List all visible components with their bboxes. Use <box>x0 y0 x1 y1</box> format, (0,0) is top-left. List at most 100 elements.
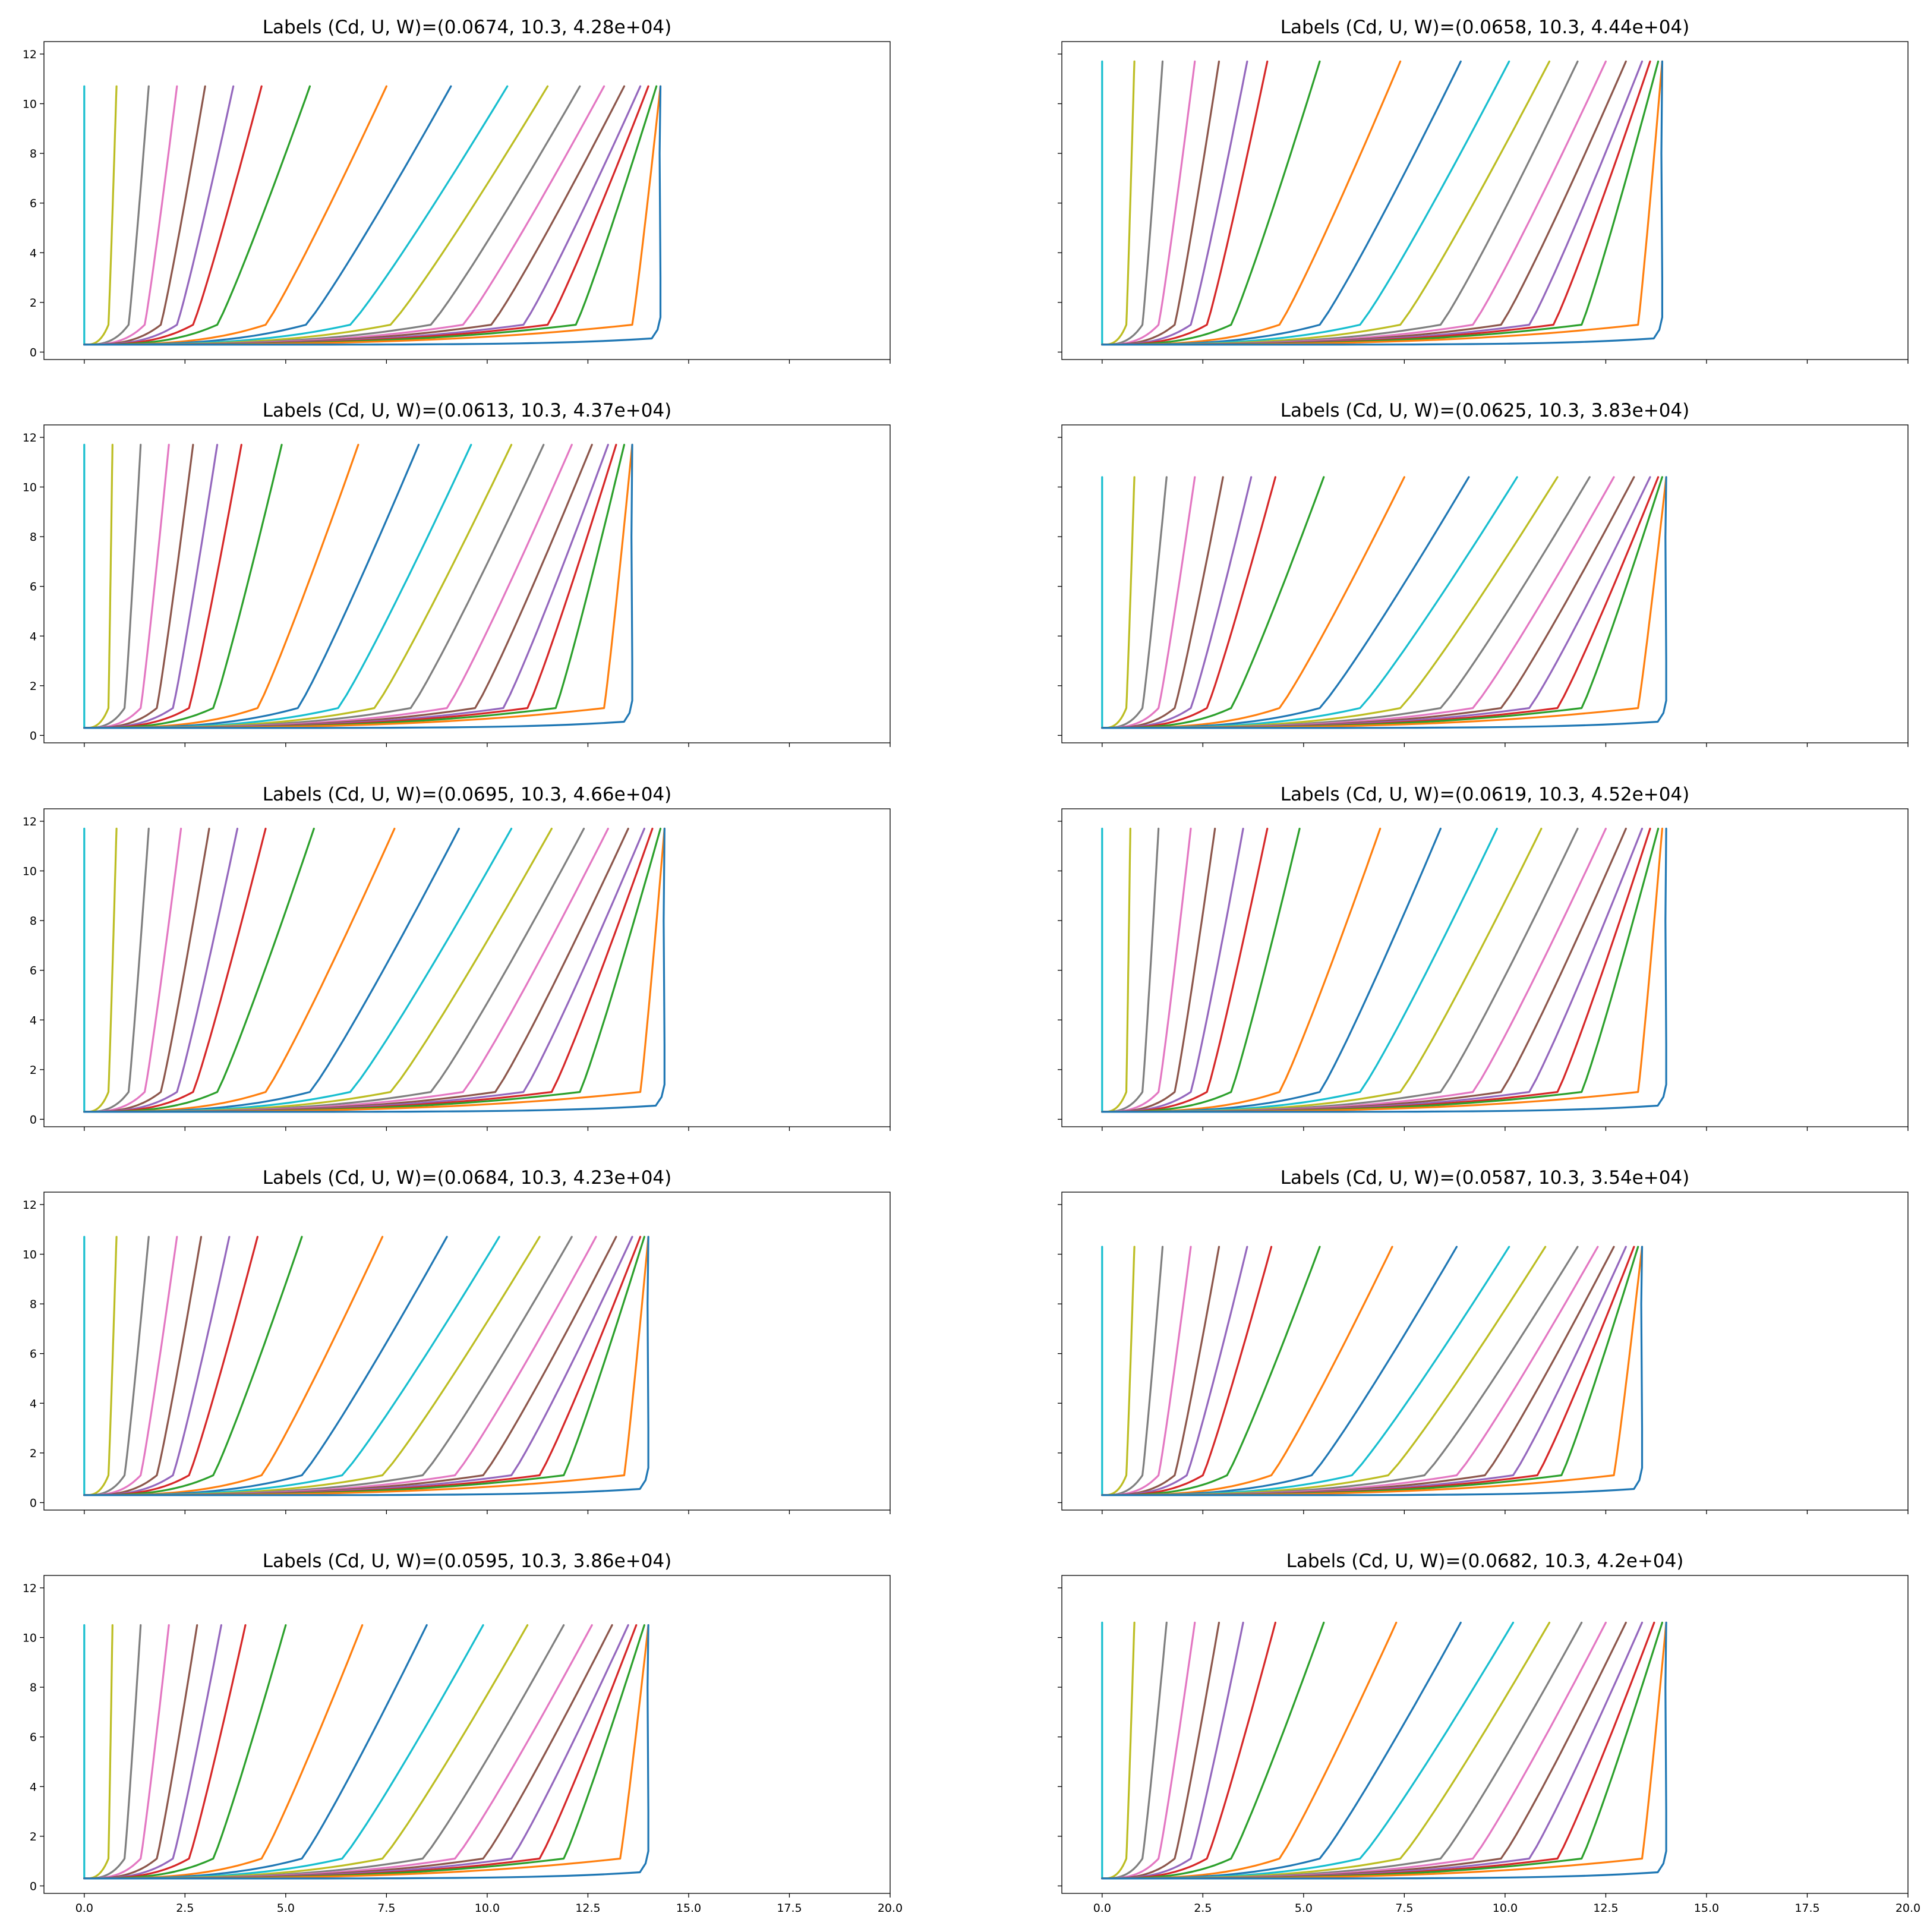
series-line <box>1101 1621 1667 1880</box>
y-tick-label: 10 <box>23 481 37 494</box>
subplot-title: Labels (Cd, U, W)=(0.0619, 10.3, 4.52e+0… <box>1281 784 1690 805</box>
subplot-title: Labels (Cd, U, W)=(0.0658, 10.3, 4.44e+0… <box>1281 17 1690 38</box>
y-tick-label: 10 <box>23 1631 37 1644</box>
y-tick-label: 6 <box>30 581 37 594</box>
y-tick-label: 6 <box>30 965 37 978</box>
y-tick-label: 2 <box>30 297 37 310</box>
y-tick-label: 12 <box>23 48 37 61</box>
subplot-6: Labels (Cd, U, W)=(0.0619, 10.3, 4.52e+0… <box>1058 784 1909 1131</box>
y-tick-label: 6 <box>30 1731 37 1744</box>
subplot-title: Labels (Cd, U, W)=(0.0613, 10.3, 4.37e+0… <box>263 400 672 421</box>
series-line <box>83 1624 649 1880</box>
y-tick-label: 6 <box>30 1348 37 1361</box>
y-tick-label: 4 <box>30 1780 37 1794</box>
series-group <box>83 827 666 1113</box>
axes-frame <box>43 41 891 360</box>
subplot-title: Labels (Cd, U, W)=(0.0625, 10.3, 3.83e+0… <box>1281 400 1690 421</box>
x-tick-label: 5.0 <box>1295 1902 1313 1915</box>
subplot-7: Labels (Cd, U, W)=(0.0684, 10.3, 4.23e+0… <box>23 1167 891 1514</box>
y-tick-label: 8 <box>30 531 37 544</box>
subplot-5: Labels (Cd, U, W)=(0.0695, 10.3, 4.66e+0… <box>23 784 891 1131</box>
y-tick-label: 8 <box>30 1298 37 1311</box>
y-tick-label: 6 <box>30 197 37 210</box>
y-tick-label: 12 <box>23 1199 37 1212</box>
y-tick-label: 4 <box>30 1014 37 1027</box>
y-tick-label: 2 <box>30 1447 37 1460</box>
series-group <box>1101 1621 1667 1880</box>
subplot-10: Labels (Cd, U, W)=(0.0682, 10.3, 4.2e+04… <box>1058 1550 1920 1915</box>
y-tick-label: 0 <box>30 1113 37 1126</box>
x-tick-label: 20.0 <box>878 1902 903 1915</box>
subplot-4: Labels (Cd, U, W)=(0.0625, 10.3, 3.83e+0… <box>1058 400 1909 747</box>
y-tick-label: 12 <box>23 1582 37 1595</box>
subplot-title: Labels (Cd, U, W)=(0.0695, 10.3, 4.66e+0… <box>263 784 672 805</box>
series-group <box>1101 60 1663 346</box>
x-tick-label: 17.5 <box>777 1902 802 1915</box>
x-tick-label: 15.0 <box>1694 1902 1719 1915</box>
y-tick-label: 8 <box>30 1681 37 1694</box>
y-tick-label: 10 <box>23 865 37 878</box>
series-group <box>83 1624 649 1880</box>
subplot-8: Labels (Cd, U, W)=(0.0587, 10.3, 3.54e+0… <box>1058 1167 1909 1514</box>
series-line <box>83 85 662 346</box>
axes-frame <box>1061 1575 1909 1894</box>
x-tick-label: 12.5 <box>575 1902 600 1915</box>
y-tick-label: 0 <box>30 729 37 742</box>
y-tick-label: 12 <box>23 815 37 828</box>
series-group <box>83 443 633 729</box>
axes-frame <box>43 424 891 743</box>
subplot-1: Labels (Cd, U, W)=(0.0674, 10.3, 4.28e+0… <box>23 17 891 364</box>
subplot-3: Labels (Cd, U, W)=(0.0613, 10.3, 4.37e+0… <box>23 400 891 747</box>
axes-frame <box>1061 41 1909 360</box>
series-line <box>1101 827 1667 1113</box>
series-group <box>1101 476 1667 729</box>
axes-frame <box>43 1192 891 1511</box>
x-tick-label: 17.5 <box>1794 1902 1819 1915</box>
series-line <box>1101 60 1663 346</box>
x-tick-label: 20.0 <box>1896 1902 1920 1915</box>
y-tick-label: 4 <box>30 247 37 260</box>
y-tick-label: 8 <box>30 915 37 928</box>
x-tick-label: 0.0 <box>75 1902 93 1915</box>
axes-frame <box>1061 1192 1909 1511</box>
series-line <box>83 1236 649 1496</box>
subplot-title: Labels (Cd, U, W)=(0.0684, 10.3, 4.23e+0… <box>263 1167 672 1189</box>
x-tick-label: 7.5 <box>377 1902 395 1915</box>
axes-frame <box>43 808 891 1127</box>
subplot-title: Labels (Cd, U, W)=(0.0682, 10.3, 4.2e+04… <box>1286 1550 1684 1572</box>
y-tick-label: 0 <box>30 346 37 359</box>
y-tick-label: 12 <box>23 431 37 445</box>
x-tick-label: 2.5 <box>1194 1902 1212 1915</box>
y-tick-label: 4 <box>30 630 37 643</box>
x-tick-label: 7.5 <box>1395 1902 1413 1915</box>
x-tick-label: 12.5 <box>1593 1902 1618 1915</box>
series-line <box>83 443 633 729</box>
subplot-title: Labels (Cd, U, W)=(0.0595, 10.3, 3.86e+0… <box>263 1550 672 1572</box>
subplot-9: Labels (Cd, U, W)=(0.0595, 10.3, 3.86e+0… <box>23 1550 903 1915</box>
y-tick-label: 2 <box>30 680 37 693</box>
y-tick-label: 4 <box>30 1397 37 1410</box>
x-tick-label: 15.0 <box>676 1902 701 1915</box>
axes-frame <box>43 1575 891 1894</box>
series-group <box>83 85 662 346</box>
series-group <box>83 1236 649 1496</box>
x-tick-label: 0.0 <box>1093 1902 1111 1915</box>
y-tick-label: 10 <box>23 97 37 111</box>
series-group <box>1101 1246 1644 1496</box>
x-tick-label: 10.0 <box>1493 1902 1518 1915</box>
subplot-2: Labels (Cd, U, W)=(0.0658, 10.3, 4.44e+0… <box>1058 17 1909 364</box>
y-tick-label: 2 <box>30 1830 37 1843</box>
y-tick-label: 10 <box>23 1248 37 1261</box>
y-tick-label: 0 <box>30 1880 37 1893</box>
x-tick-label: 2.5 <box>176 1902 194 1915</box>
series-line <box>1101 1246 1644 1496</box>
subplot-title: Labels (Cd, U, W)=(0.0587, 10.3, 3.54e+0… <box>1281 1167 1690 1189</box>
axes-frame <box>1061 424 1909 743</box>
series-line <box>83 827 666 1113</box>
x-tick-label: 10.0 <box>475 1902 500 1915</box>
y-tick-label: 2 <box>30 1064 37 1077</box>
subplot-title: Labels (Cd, U, W)=(0.0674, 10.3, 4.28e+0… <box>263 17 672 38</box>
series-group <box>1101 827 1667 1113</box>
